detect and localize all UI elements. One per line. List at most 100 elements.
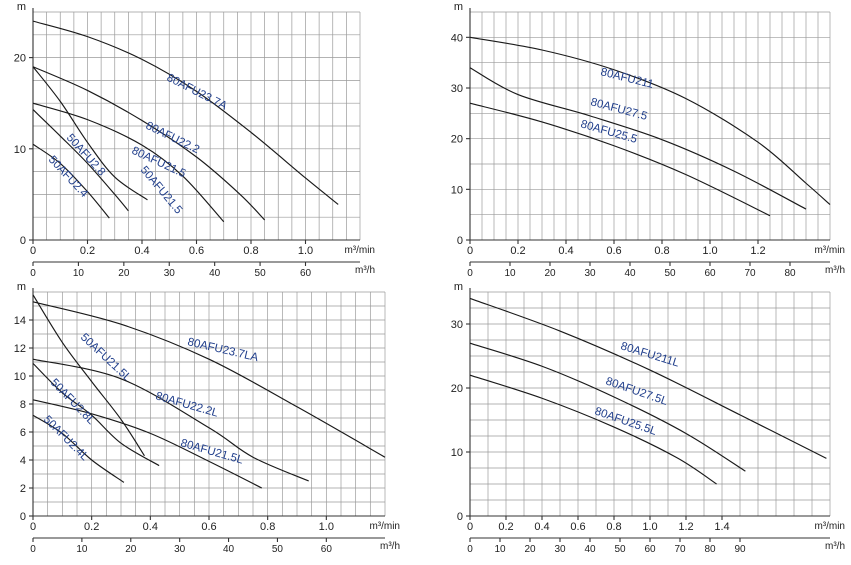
series-curve-80AFU21.5L — [32, 399, 263, 489]
x2-tick-label: 50 — [255, 268, 267, 279]
series-curve-80AFU27.5L — [469, 342, 746, 472]
x-tick-label: 1.4 — [714, 521, 729, 533]
x2-tick-label: 40 — [584, 544, 596, 555]
x-tick-label: 1.0 — [642, 521, 657, 533]
y-tick-label: 30 — [451, 319, 463, 331]
x-tick-label: 0.4 — [534, 521, 549, 533]
x2-tick-label: 10 — [504, 268, 516, 279]
y-tick-label: 10 — [451, 447, 463, 459]
x-tick-label: 1.2 — [750, 245, 765, 257]
series-label-80AFU22.2: 80AFU22.2 — [144, 120, 202, 156]
y-axis-label: m — [454, 1, 463, 13]
x2-tick-label: 30 — [164, 268, 176, 279]
x-tick-label: 0 — [30, 521, 36, 533]
x-tick-label: 0.6 — [570, 521, 585, 533]
y-tick-label: 0 — [457, 235, 463, 247]
x-tick-label: 0.4 — [143, 521, 158, 533]
x2-tick-label: 60 — [300, 268, 312, 279]
x2-tick-label: 30 — [584, 268, 596, 279]
x2-tick-label: 10 — [73, 268, 85, 279]
y-axis-label: m — [454, 281, 463, 293]
y-axis-label: m — [17, 1, 26, 13]
y-tick-label: 20 — [451, 383, 463, 395]
grid — [469, 291, 831, 517]
x2-tick-label: 40 — [209, 268, 221, 279]
grid — [469, 11, 831, 241]
x2-tick-label: 10 — [494, 544, 506, 555]
x-tick-label: 0 — [467, 245, 473, 257]
x2-axis-label: m³/h — [825, 265, 845, 276]
y-tick-label: 10 — [451, 184, 463, 196]
x2-tick-label: 0 — [30, 268, 36, 279]
x2-tick-label: 90 — [734, 544, 746, 555]
series-label-80AFU21.5: 80AFU21.5 — [130, 145, 188, 180]
x2-tick-label: 20 — [118, 268, 130, 279]
x2-tick-label: 60 — [321, 544, 333, 555]
x2-tick-label: 50 — [272, 544, 284, 555]
x-tick-label: 0.4 — [134, 245, 149, 257]
x-tick-label: 0.2 — [84, 521, 99, 533]
x2-tick-label: 80 — [704, 544, 716, 555]
x2-tick-label: 20 — [524, 544, 536, 555]
x2-tick-label: 80 — [784, 268, 796, 279]
y-axis-label: m — [17, 281, 26, 293]
x2-tick-label: 0 — [30, 544, 36, 555]
y-tick-label: 6 — [20, 427, 26, 439]
series-curve-50AFU2.8 — [32, 109, 129, 212]
chart-panel-4: 0 10 20 30 m 0 0.2 0.4 0.6 0.8 1.0 1.2 1.4 m³/min 0 10 2… — [451, 281, 845, 555]
series-curve-80AFU23.7A — [32, 20, 339, 205]
series-curve-50AFU21.5L — [32, 294, 145, 457]
series-curve-50AFU2.4L — [32, 414, 125, 483]
y-tick-label: 20 — [14, 53, 26, 65]
x-tick-label: 0.4 — [558, 245, 573, 257]
x2-tick-label: 70 — [674, 544, 686, 555]
y-tick-label: 0 — [20, 511, 26, 523]
series-curve-80AFU22.2L — [32, 358, 309, 482]
x-axis-label: m³/min — [814, 245, 845, 256]
x-tick-label: 0.2 — [510, 245, 525, 257]
x2-tick-label: 10 — [76, 544, 88, 555]
series-curve-80AFU211L — [469, 297, 827, 459]
x-axis-label: m³/min — [344, 245, 375, 256]
x-tick-label: 0.8 — [654, 245, 669, 257]
chart-panel-2: 0 10 20 30 40 m 0 0.2 0.4 0.6 0.8 1.0 1.2 m³/min 0 10 20… — [451, 1, 845, 279]
y-tick-label: 2 — [20, 483, 26, 495]
series-label-50AFU21.5L: 50AFU21.5L — [78, 331, 134, 384]
x2-tick-label: 70 — [744, 268, 756, 279]
x-tick-label: 0.2 — [498, 521, 513, 533]
series-label-80AFU22.2L: 80AFU22.2L — [154, 390, 220, 419]
chart-panel-3: 0 2 4 6 8 10 12 14 m 0 0.2 0.4 0.6 0.8 1.0 m³/min 0 10 20 3… — [14, 281, 400, 555]
x2-tick-label: 0 — [467, 544, 473, 555]
series-curve-80AFU25.5L — [469, 374, 717, 485]
y-tick-label: 10 — [14, 144, 26, 156]
x2-tick-label: 30 — [174, 544, 186, 555]
series-curve-80AFU211 — [469, 36, 831, 205]
x2-tick-label: 20 — [544, 268, 556, 279]
chart-panel-1: 0 10 20 m 0 0.2 0.4 0.6 0.8 1.0 m³/min 0 10 20 30 40 50 6… — [14, 1, 375, 279]
y-tick-label: 8 — [20, 399, 26, 411]
x2-axis-label: m³/h — [380, 541, 400, 552]
y-tick-label: 4 — [20, 455, 26, 467]
x-tick-label: 0.8 — [606, 521, 621, 533]
y-tick-label: 14 — [14, 315, 26, 327]
series-curve-80AFU21.5 — [32, 102, 225, 223]
x2-axis-label: m³/h — [355, 265, 375, 276]
x-axis-label: m³/min — [814, 521, 845, 532]
grid — [32, 291, 386, 517]
x2-tick-label: 50 — [664, 268, 676, 279]
x2-tick-label: 40 — [223, 544, 235, 555]
x2-tick-label: 60 — [644, 544, 656, 555]
series-curve-50AFU2.8L — [32, 362, 160, 467]
y-tick-label: 0 — [20, 235, 26, 247]
y-tick-label: 0 — [457, 511, 463, 523]
x-tick-label: 0 — [467, 521, 473, 533]
x-tick-label: 0 — [30, 245, 36, 257]
x-tick-label: 0.6 — [189, 245, 204, 257]
series-label-80AFU25.5: 80AFU25.5 — [579, 118, 638, 146]
x-tick-label: 0.6 — [606, 245, 621, 257]
series-curve-80AFU23.7LA — [32, 301, 386, 458]
x-tick-label: 1.0 — [298, 245, 313, 257]
y-tick-label: 20 — [451, 134, 463, 146]
y-tick-label: 30 — [451, 83, 463, 95]
series-curve-80AFU25.5 — [469, 102, 771, 217]
